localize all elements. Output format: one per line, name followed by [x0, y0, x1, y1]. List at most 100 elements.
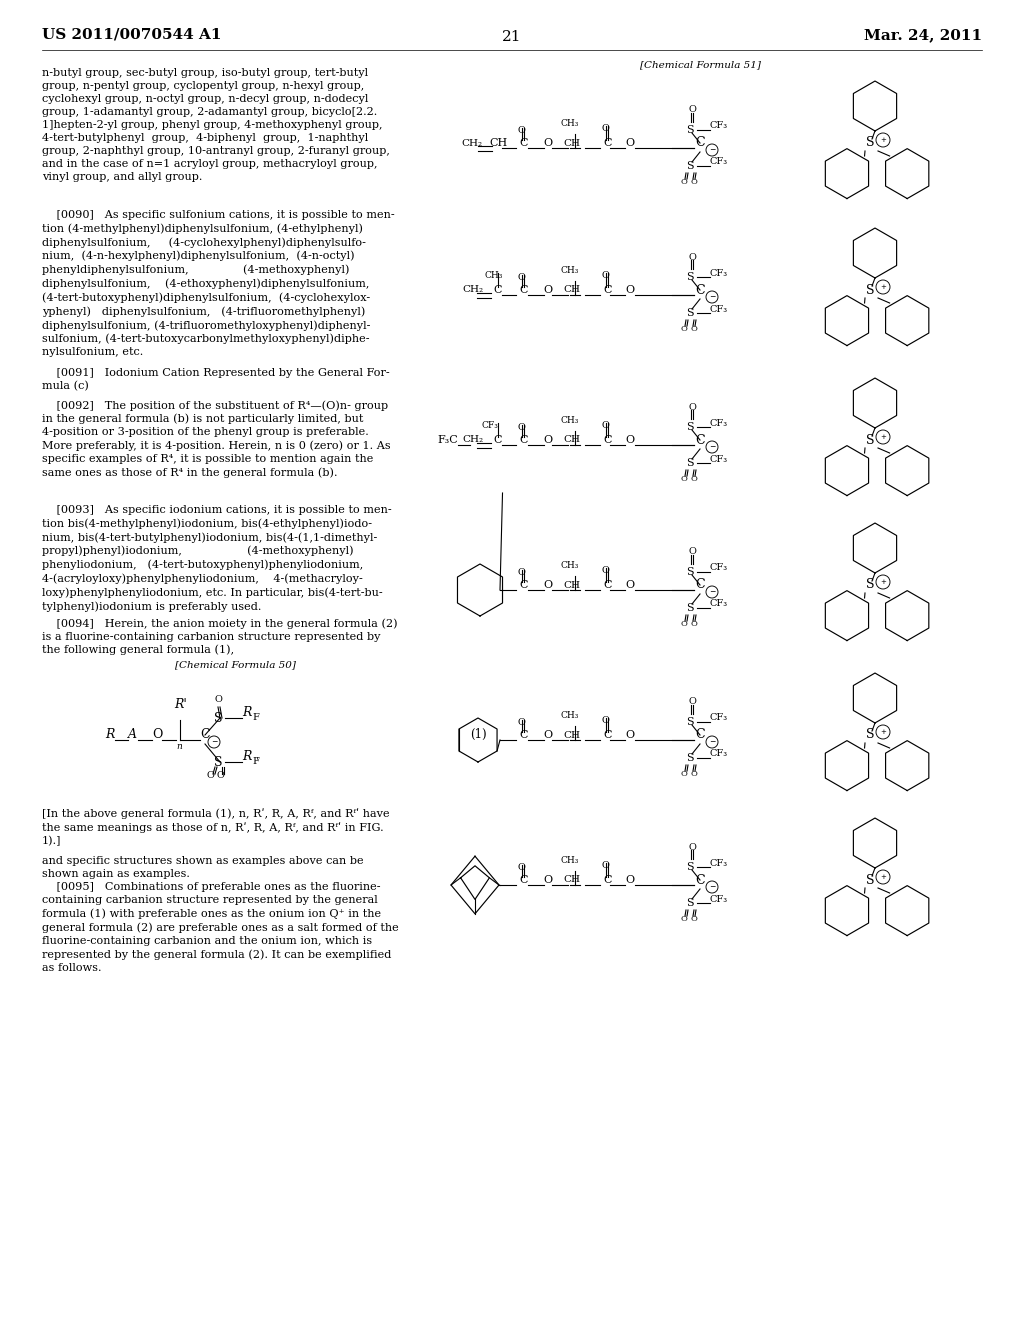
Text: O: O — [688, 106, 696, 115]
Text: S: S — [686, 308, 694, 318]
Text: S: S — [865, 578, 874, 591]
Text: CH₂: CH₂ — [462, 139, 482, 148]
Text: [Chemical Formula 51]: [Chemical Formula 51] — [640, 59, 761, 69]
Text: C: C — [695, 284, 705, 297]
Text: R: R — [242, 705, 251, 718]
Text: O: O — [206, 771, 214, 780]
Text: S: S — [865, 433, 874, 446]
Text: C: C — [604, 579, 612, 590]
Text: −: − — [709, 293, 715, 301]
Text: O: O — [517, 273, 525, 282]
Text: CH₃: CH₃ — [561, 267, 580, 275]
Text: O: O — [517, 718, 525, 727]
Text: F₃C: F₃C — [437, 436, 458, 445]
Text: O: O — [681, 475, 687, 483]
Text: [0095]   Combinations of preferable ones as the fluorine-
containing carbanion s: [0095] Combinations of preferable ones a… — [42, 882, 398, 973]
Text: O: O — [601, 566, 609, 576]
Text: O: O — [690, 475, 697, 483]
Text: C: C — [695, 874, 705, 887]
Text: O: O — [601, 421, 609, 430]
Text: +: + — [880, 729, 886, 735]
Text: O: O — [688, 697, 696, 706]
Text: O: O — [544, 139, 553, 148]
Text: CH₃: CH₃ — [561, 416, 580, 425]
Text: O: O — [626, 285, 635, 294]
Text: CH: CH — [563, 875, 580, 884]
Text: S: S — [214, 711, 222, 725]
Text: F: F — [252, 756, 259, 766]
Text: O: O — [626, 730, 635, 741]
Text: CH: CH — [563, 436, 580, 445]
Text: CF₃: CF₃ — [710, 305, 728, 314]
Text: −: − — [709, 738, 715, 747]
Text: C: C — [695, 729, 705, 742]
Text: CF₃: CF₃ — [710, 895, 728, 903]
Text: O: O — [544, 875, 553, 884]
Text: S: S — [686, 125, 694, 135]
Text: O: O — [601, 715, 609, 725]
Text: [Chemical Formula 50]: [Chemical Formula 50] — [175, 660, 296, 669]
Text: C: C — [520, 285, 528, 294]
Text: and specific structures shown as examples above can be
shown again as examples.: and specific structures shown as example… — [42, 855, 364, 879]
Text: R: R — [242, 750, 251, 763]
Text: S: S — [686, 568, 694, 577]
Text: O: O — [544, 285, 553, 294]
Text: −: − — [211, 738, 217, 747]
Text: n: n — [176, 742, 181, 751]
Text: O: O — [601, 861, 609, 870]
Text: CF₃: CF₃ — [710, 121, 728, 131]
Text: F: F — [252, 713, 259, 722]
Text: C: C — [200, 727, 210, 741]
Text: CH₂: CH₂ — [463, 436, 483, 445]
Text: CF₃: CF₃ — [710, 599, 728, 609]
Text: O: O — [626, 139, 635, 148]
Text: O: O — [544, 579, 553, 590]
Text: CF₃: CF₃ — [710, 714, 728, 722]
Text: C: C — [604, 875, 612, 884]
Text: CF₃: CF₃ — [710, 564, 728, 573]
Text: C: C — [604, 730, 612, 741]
Text: CH₃: CH₃ — [561, 119, 580, 128]
Text: −: − — [709, 587, 715, 597]
Text: O: O — [690, 178, 697, 186]
Text: CF₃: CF₃ — [710, 454, 728, 463]
Text: S: S — [686, 422, 694, 432]
Text: O: O — [681, 770, 687, 777]
Text: [0093]   As specific iodonium cations, it is possible to men-
tion bis(4-methylp: [0093] As specific iodonium cations, it … — [42, 506, 391, 611]
Text: O: O — [681, 178, 687, 186]
Text: S: S — [686, 458, 694, 469]
Text: S: S — [686, 752, 694, 763]
Text: O: O — [517, 125, 525, 135]
Text: O: O — [690, 325, 697, 333]
Text: C: C — [520, 436, 528, 445]
Text: CF₃: CF₃ — [710, 858, 728, 867]
Text: C: C — [520, 730, 528, 741]
Text: −: − — [709, 442, 715, 451]
Text: S: S — [686, 898, 694, 908]
Text: O: O — [544, 436, 553, 445]
Text: O: O — [681, 325, 687, 333]
Text: O: O — [688, 842, 696, 851]
Text: O: O — [688, 548, 696, 557]
Text: CH: CH — [563, 285, 580, 294]
Text: O: O — [690, 915, 697, 923]
Text: S: S — [686, 862, 694, 873]
Text: Mar. 24, 2011: Mar. 24, 2011 — [864, 28, 982, 42]
Text: CH: CH — [488, 139, 507, 148]
Text: S: S — [214, 755, 222, 768]
Text: −: − — [709, 883, 715, 891]
Text: CH: CH — [563, 581, 580, 590]
Text: O: O — [626, 579, 635, 590]
Text: [0091]   Iodonium Cation Represented by the General For-
mula (c): [0091] Iodonium Cation Represented by th… — [42, 368, 389, 392]
Text: [0092]   The position of the substituent of R⁴—(O)n- group
in the general formul: [0092] The position of the substituent o… — [42, 400, 390, 478]
Text: O: O — [626, 436, 635, 445]
Text: C: C — [520, 875, 528, 884]
Text: O: O — [517, 568, 525, 577]
Text: O: O — [688, 252, 696, 261]
Text: A: A — [128, 727, 137, 741]
Text: O: O — [688, 403, 696, 412]
Text: O: O — [690, 770, 697, 777]
Text: CH₂: CH₂ — [463, 285, 483, 294]
Text: C: C — [494, 285, 502, 294]
Text: C: C — [695, 578, 705, 591]
